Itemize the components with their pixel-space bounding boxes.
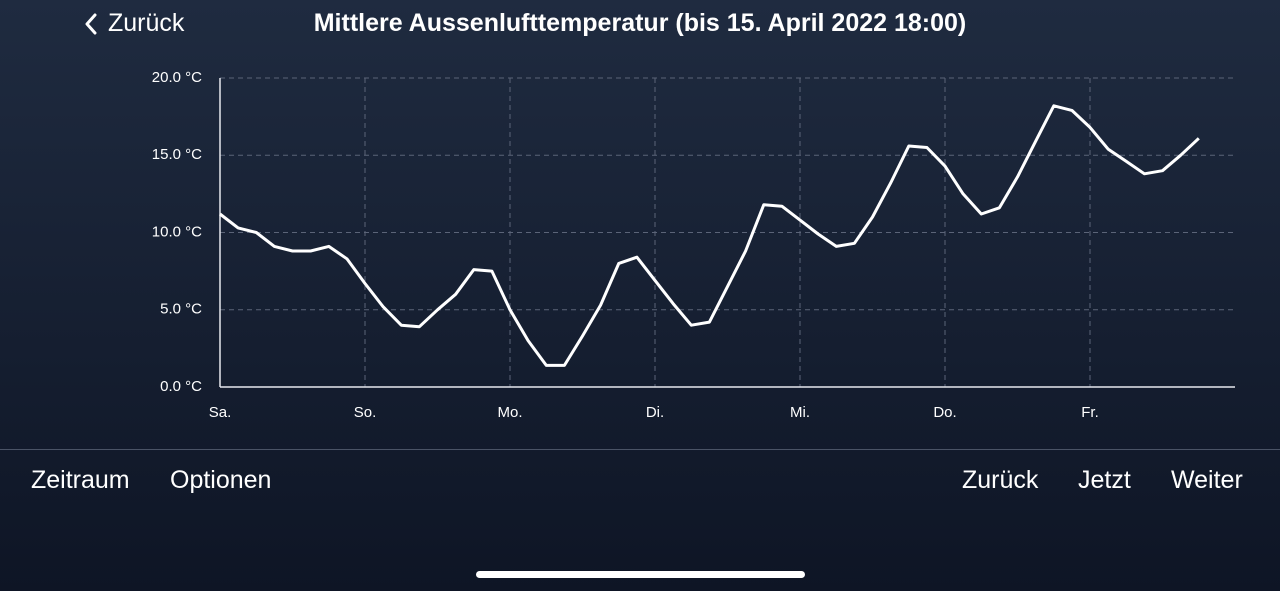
x-tick-label: Sa. [209, 404, 232, 421]
y-tick-label: 5.0 °C [160, 301, 202, 318]
y-tick-label: 0.0 °C [160, 378, 202, 395]
x-tick-label: Di. [646, 404, 664, 421]
home-indicator [476, 571, 805, 578]
x-tick-label: Mi. [790, 404, 810, 421]
page-title: Mittlere Aussenlufttemperatur (bis 15. A… [313, 9, 967, 37]
y-tick-label: 10.0 °C [152, 223, 202, 240]
y-tick-label: 20.0 °C [152, 69, 202, 86]
back-button[interactable]: Zurück [84, 9, 184, 38]
divider [0, 449, 1280, 450]
x-tick-label: Mo. [497, 404, 522, 421]
x-tick-label: Fr. [1081, 404, 1099, 421]
temperature-line [219, 104, 1200, 367]
period-button[interactable]: Zeitraum [31, 466, 130, 494]
x-tick-label: Do. [933, 404, 956, 421]
next-button[interactable]: Weiter [1171, 466, 1243, 494]
chart: 0.0 °C 5.0 °C 10.0 °C 15.0 °C 20.0 °C Sa. So. M… [152, 69, 1235, 421]
back-label[interactable]: Zurück [108, 9, 185, 37]
x-tick-label: So. [354, 404, 377, 421]
y-tick-label: 15.0 °C [152, 146, 202, 163]
options-button[interactable]: Optionen [170, 466, 272, 494]
chevron-icon [85, 13, 97, 34]
now-button[interactable]: Jetzt [1078, 466, 1131, 494]
previous-button[interactable]: Zurück [962, 466, 1039, 494]
